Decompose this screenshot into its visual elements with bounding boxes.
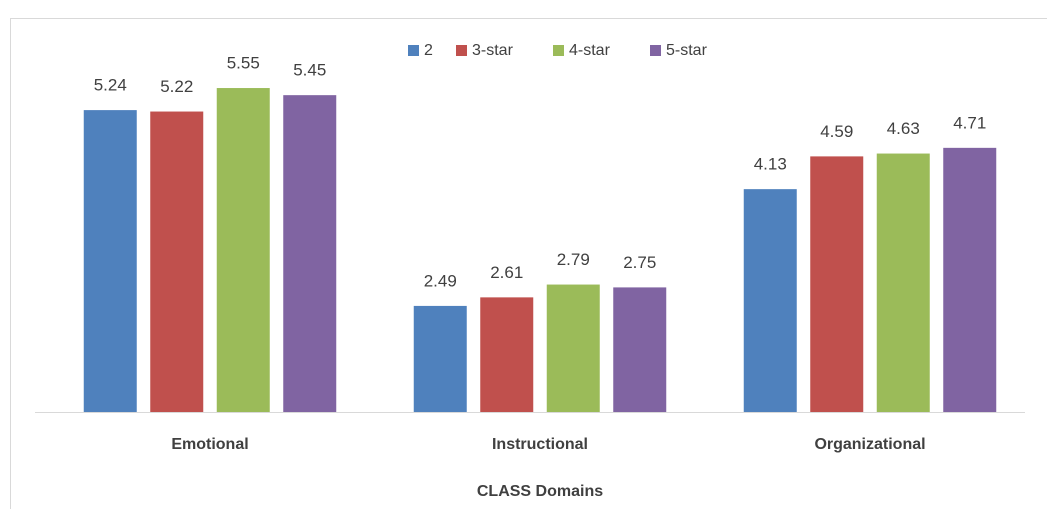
bar <box>943 147 997 412</box>
x-tick-label: Emotional <box>171 436 248 453</box>
legend-swatch <box>650 45 661 56</box>
bar <box>613 287 667 412</box>
legend-label: 2 <box>424 42 433 59</box>
legend-label: 5-star <box>666 42 708 59</box>
x-tick-label: Organizational <box>814 436 925 453</box>
value-label: 2.75 <box>623 253 656 272</box>
bar <box>413 305 467 412</box>
bar <box>150 111 204 412</box>
bar <box>876 153 930 412</box>
value-label: 4.59 <box>820 122 853 141</box>
value-label: 2.79 <box>557 250 590 269</box>
value-label: 4.13 <box>754 155 787 174</box>
bar <box>283 95 337 412</box>
value-label: 2.61 <box>490 263 523 282</box>
bar <box>546 284 600 412</box>
bar <box>216 88 270 412</box>
bar <box>743 189 797 412</box>
value-label: 5.55 <box>227 54 260 73</box>
value-label: 5.22 <box>160 77 193 96</box>
value-label: 2.49 <box>424 271 457 290</box>
bar <box>83 110 137 412</box>
value-label: 5.45 <box>293 61 326 80</box>
value-label: 4.63 <box>887 119 920 138</box>
bar <box>810 156 864 412</box>
legend-swatch <box>553 45 564 56</box>
value-label: 4.71 <box>953 113 986 132</box>
legend-label: 3-star <box>472 42 514 59</box>
x-tick-label: Instructional <box>492 436 588 453</box>
bar <box>480 297 534 412</box>
legend-swatch <box>456 45 467 56</box>
x-axis-title: CLASS Domains <box>477 483 603 500</box>
legend-label: 4-star <box>569 42 611 59</box>
legend-swatch <box>408 45 419 56</box>
value-label: 5.24 <box>94 76 127 95</box>
